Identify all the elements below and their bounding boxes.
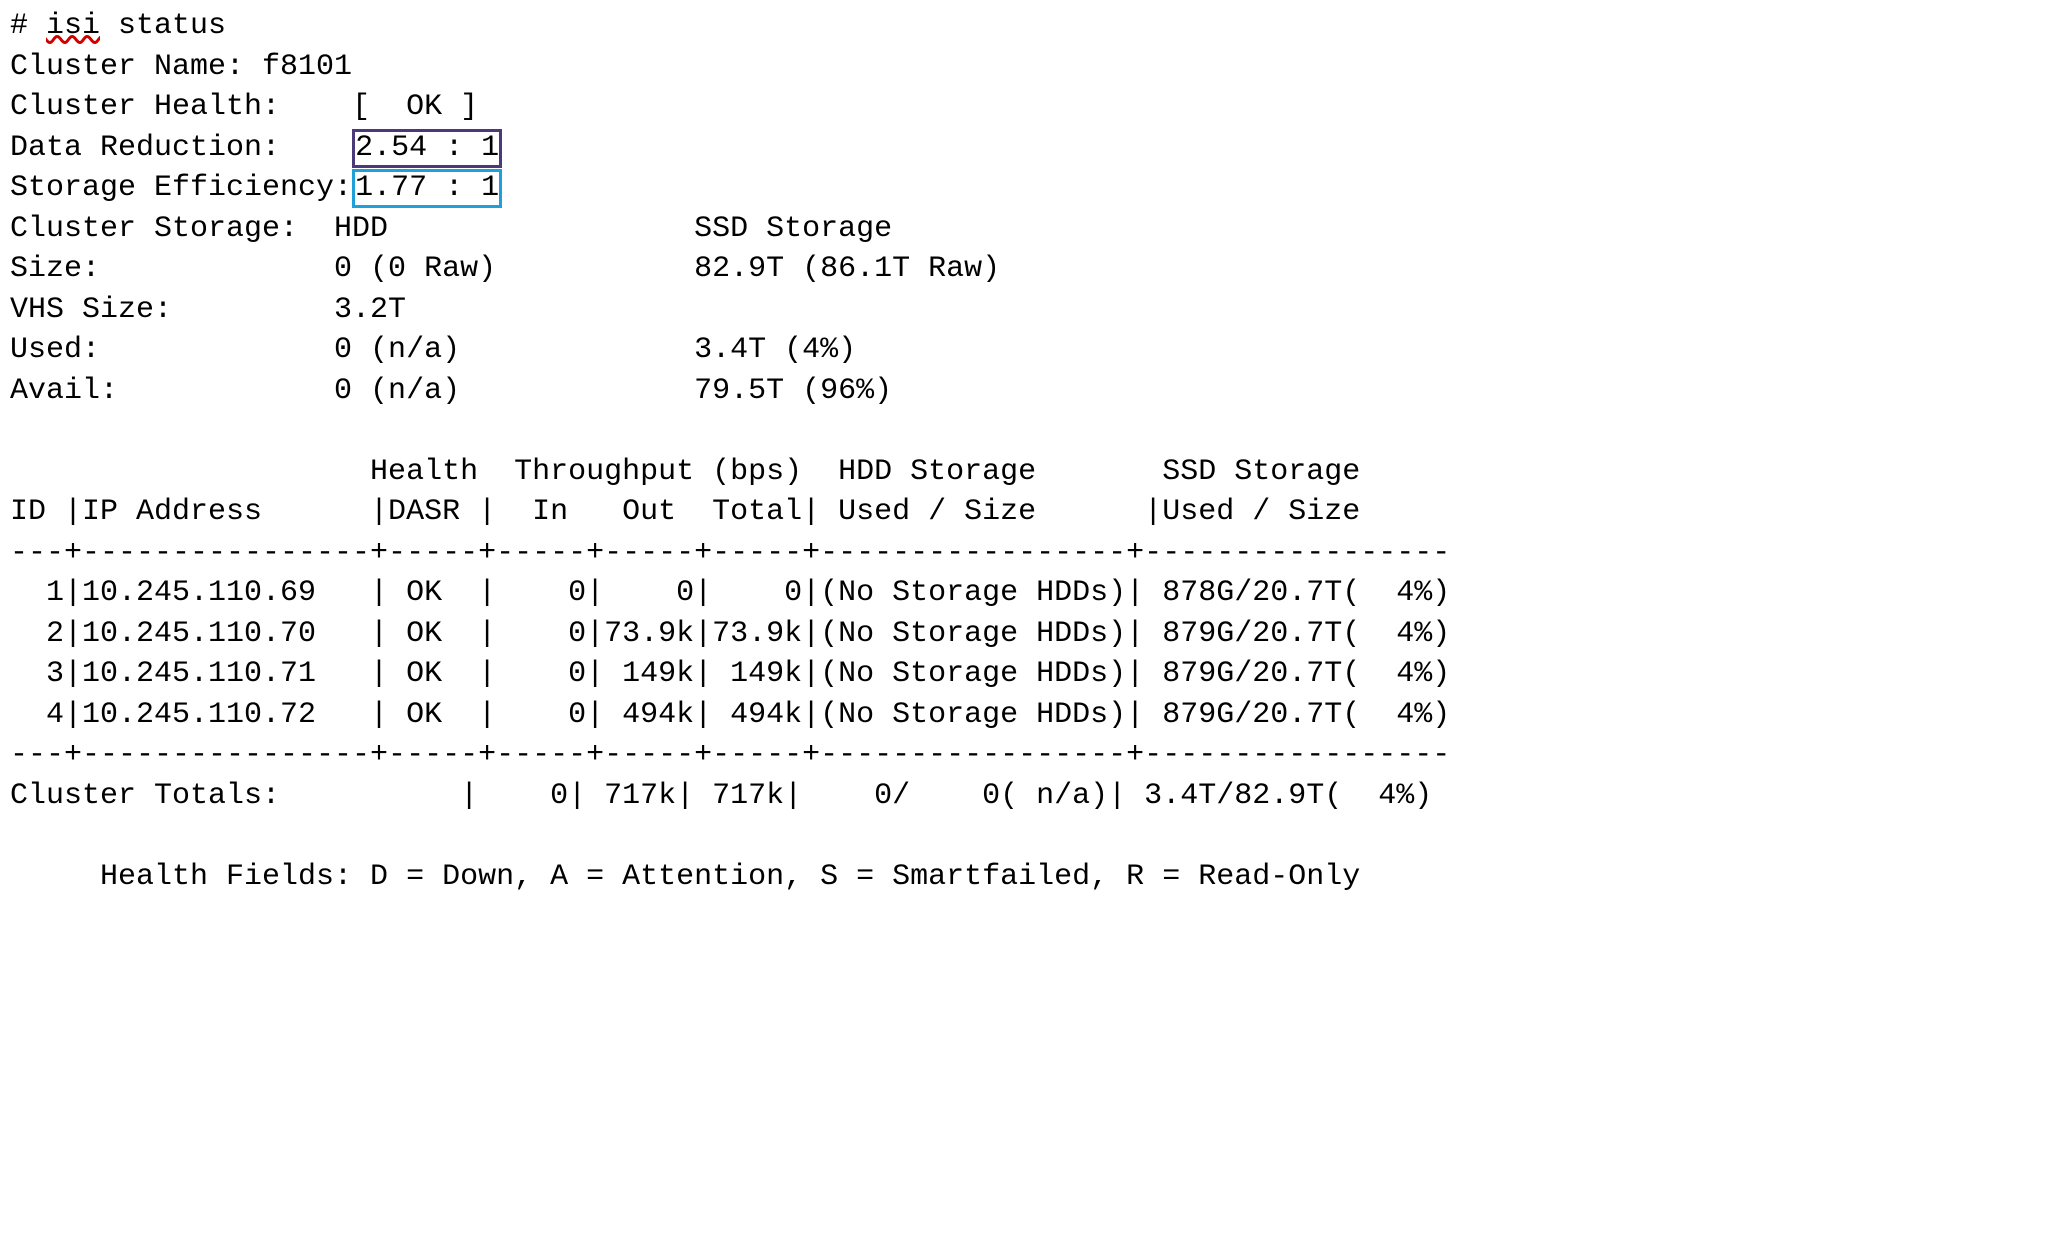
table-row: 4|10.245.110.72 | OK | 0| 494k| 494k|(No… <box>10 698 1450 732</box>
storage-efficiency-label: Storage Efficiency: <box>10 171 352 205</box>
terminal-output: # isi status Cluster Name: f8101 Cluster… <box>0 0 2056 897</box>
data-reduction-label: Data Reduction: <box>10 131 352 165</box>
cluster-health-value: [ OK ] <box>352 90 478 124</box>
data-reduction-box: 2.54 : 1 <box>352 129 502 168</box>
prompt-prefix: # <box>10 9 46 43</box>
health-legend: Health Fields: D = Down, A = Attention, … <box>10 860 1360 894</box>
storage-efficiency-value: 1.77 : 1 <box>355 171 499 205</box>
cluster-totals-line: Cluster Totals: | 0| 717k| 717k| 0/ 0( n… <box>10 779 1432 813</box>
command-arg: status <box>100 9 226 43</box>
table-header-line-2: ID |IP Address |DASR | In Out Total| Use… <box>10 495 1360 529</box>
table-row: 3|10.245.110.71 | OK | 0| 149k| 149k|(No… <box>10 657 1450 691</box>
vhs-size-line: VHS Size: 3.2T <box>10 293 406 327</box>
cluster-name-value: f8101 <box>262 50 352 84</box>
data-reduction-value: 2.54 : 1 <box>355 131 499 165</box>
cluster-name-label: Cluster Name: <box>10 50 262 84</box>
table-row: 2|10.245.110.70 | OK | 0|73.9k|73.9k|(No… <box>10 617 1450 651</box>
cluster-health-label: Cluster Health: <box>10 90 352 124</box>
cluster-storage-line: Cluster Storage: HDD SSD Storage <box>10 212 892 246</box>
size-line: Size: 0 (0 Raw) 82.9T (86.1T Raw) <box>10 252 1000 286</box>
table-row: 1|10.245.110.69 | OK | 0| 0| 0|(No Stora… <box>10 576 1450 610</box>
table-separator: ---+----------------+-----+-----+-----+-… <box>10 536 1450 570</box>
table-header-line-1: Health Throughput (bps) HDD Storage SSD … <box>10 455 1360 489</box>
storage-efficiency-box: 1.77 : 1 <box>352 169 502 208</box>
table-separator: ---+----------------+-----+-----+-----+-… <box>10 738 1450 772</box>
command-name: isi <box>46 9 100 43</box>
used-line: Used: 0 (n/a) 3.4T (4%) <box>10 333 856 367</box>
avail-line: Avail: 0 (n/a) 79.5T (96%) <box>10 374 892 408</box>
